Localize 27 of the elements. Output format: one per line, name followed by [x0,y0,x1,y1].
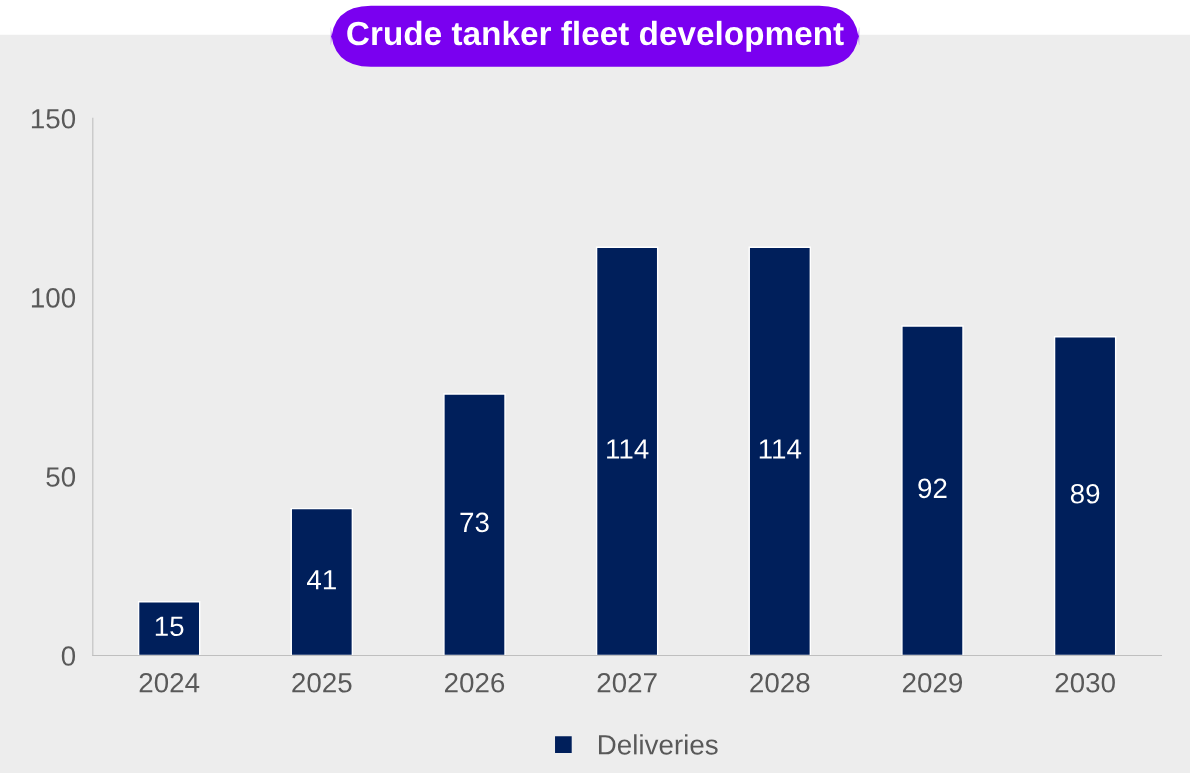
chart-title: Crude tanker fleet development [347,20,844,52]
x-tick-label: 2024 [139,672,200,693]
x-tick-label: 2027 [597,672,657,693]
data-label: 114 [607,439,649,459]
data-label: 15 [155,616,184,637]
data-label: 41 [307,570,336,590]
bar [748,246,812,656]
x-tick-label: 2029 [902,672,963,693]
data-label: 92 [918,478,947,499]
x-tick-label: 2025 [292,672,352,693]
x-tick-label: 2030 [1055,672,1115,693]
bar [443,393,506,656]
bar [137,601,201,656]
y-tick-label: 150 [31,108,76,129]
data-label: 114 [759,439,802,459]
y-tick-label: 100 [31,288,76,308]
legend-label: Deliveries [598,734,718,755]
y-tick-label: 50 [46,467,76,487]
bar [1053,336,1117,656]
y-tick-label: 0 [61,646,76,666]
data-label: 89 [1070,483,1100,504]
bar [595,246,659,656]
x-tick-label: 2026 [444,672,505,693]
bar [290,507,354,656]
data-label: 73 [460,512,489,533]
x-tick-label: 2028 [750,672,810,693]
bar [901,325,964,656]
